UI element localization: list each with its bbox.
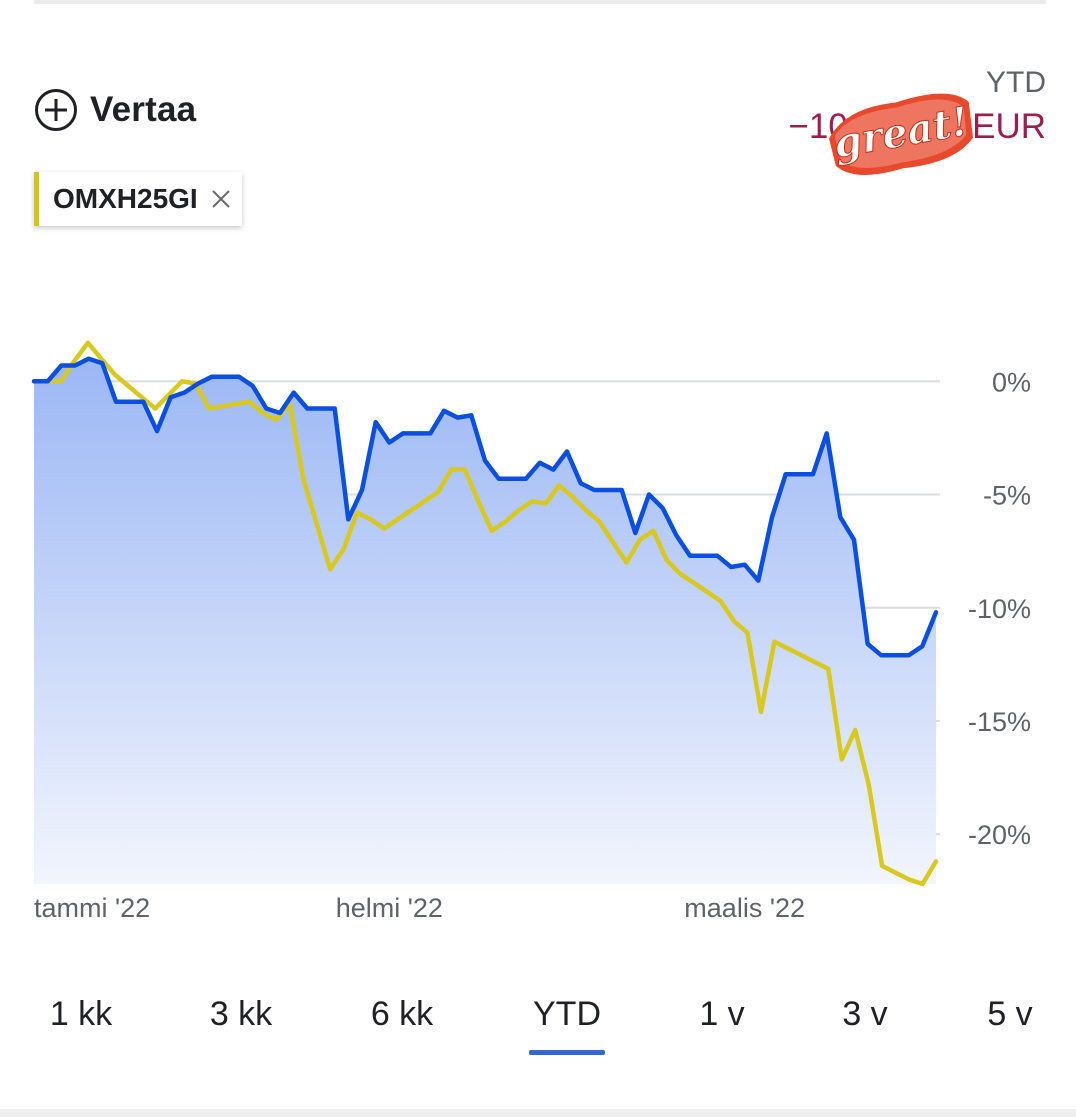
x-tick-label: helmi '22 (336, 893, 443, 923)
bottom-divider (0, 1109, 1076, 1117)
comparison-series-line (31, 340, 939, 887)
comparison-ticker: OMXH25GI (53, 183, 198, 214)
sticker-text: great! (830, 98, 973, 168)
comparison-chip[interactable]: OMXH25GI (34, 172, 242, 226)
tab-1-kk[interactable]: 1 kk (49, 995, 113, 1033)
add-circle-icon (35, 89, 77, 131)
y-tick-label: -15% (968, 707, 1031, 737)
tab-5-v[interactable]: 5 v (987, 995, 1033, 1033)
performance-period: YTD (986, 66, 1046, 99)
great-sticker: great! (829, 93, 974, 175)
compare-button[interactable]: Vertaa (34, 88, 196, 132)
main-series-line (31, 356, 939, 658)
period-tabs: 1 kk 3 kk 6 kk YTD 1 v 3 v 5 v (0, 995, 1076, 1065)
tab-1-v[interactable]: 1 v (699, 995, 745, 1033)
y-tick-label: 0% (992, 367, 1031, 397)
tab-3-kk[interactable]: 3 kk (209, 995, 273, 1033)
tab-3-v[interactable]: 3 v (842, 995, 888, 1033)
compare-label: Vertaa (90, 90, 197, 129)
y-tick-label: -5% (983, 481, 1031, 511)
y-tick-label: -20% (968, 820, 1031, 850)
x-tick-label: maalis '22 (684, 893, 805, 923)
selected-tab-indicator (529, 1050, 605, 1055)
currency-label: EUR (972, 107, 1046, 146)
tab-ytd[interactable]: YTD (533, 995, 601, 1033)
main-area-fill (34, 358, 936, 884)
x-tick-label: tammi '22 (34, 893, 150, 923)
top-divider (34, 0, 1046, 4)
tab-6-kk[interactable]: 6 kk (370, 995, 434, 1033)
performance-chart: 0% -5% -10% -15% -20% tammi '22 helmi '22 maali… (31, 340, 1031, 923)
y-tick-label: -10% (968, 594, 1031, 624)
close-icon[interactable] (210, 188, 232, 210)
